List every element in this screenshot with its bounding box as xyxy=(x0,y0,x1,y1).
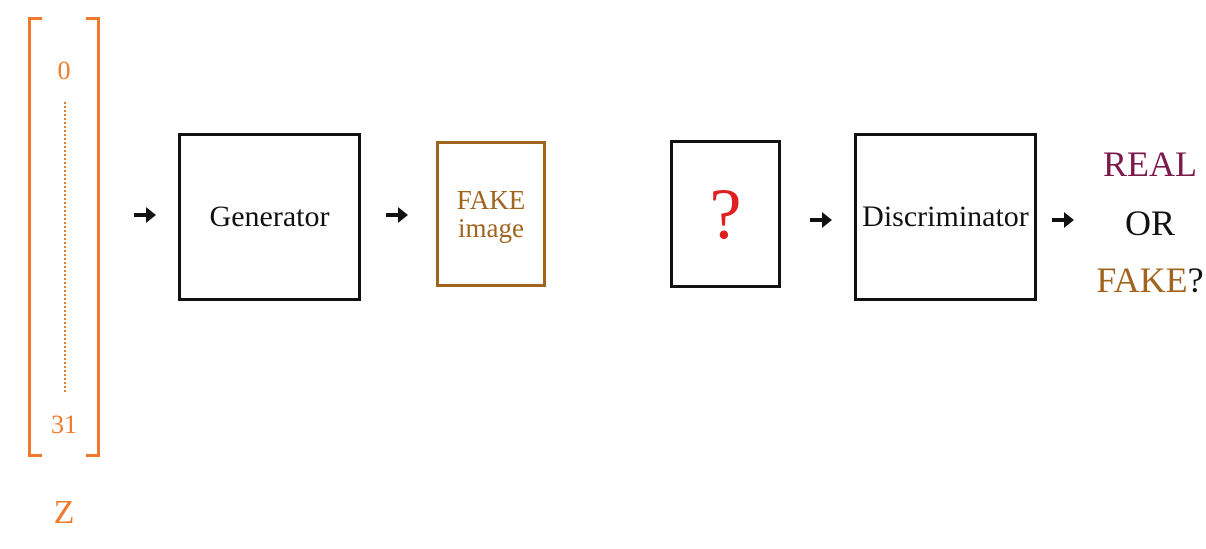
vector-bracket-left xyxy=(28,17,42,457)
fake-image-label: FAKE image xyxy=(456,184,526,243)
arrow-right-icon xyxy=(810,212,832,228)
generator-box: Generator xyxy=(178,133,361,301)
vector-bottom-index: 31 xyxy=(51,410,77,439)
output-fake: FAKE? xyxy=(1080,262,1206,298)
vector-bracket-right xyxy=(86,17,100,457)
output-fake-word: FAKE xyxy=(1096,260,1188,300)
latent-z-label: Z xyxy=(53,494,75,531)
output-question-mark: ? xyxy=(1187,260,1204,300)
arrow-right-icon xyxy=(386,207,408,223)
arrow-right-icon xyxy=(1052,212,1074,228)
output-or: OR xyxy=(1124,203,1175,243)
discriminator-box: Discriminator xyxy=(854,133,1037,301)
vector-ellipsis xyxy=(64,102,66,392)
vector-top-index: 0 xyxy=(57,56,71,85)
fake-image-line1: FAKE xyxy=(456,184,526,215)
fake-image-box: FAKE image xyxy=(436,141,546,287)
discriminator-input-box: ? xyxy=(670,140,781,288)
fake-image-line2: image xyxy=(458,213,524,243)
output-real: REAL xyxy=(1103,144,1197,184)
question-mark: ? xyxy=(709,174,742,254)
arrow-right-icon xyxy=(134,207,156,223)
discriminator-label: Discriminator xyxy=(862,200,1029,233)
generator-label: Generator xyxy=(209,200,330,233)
